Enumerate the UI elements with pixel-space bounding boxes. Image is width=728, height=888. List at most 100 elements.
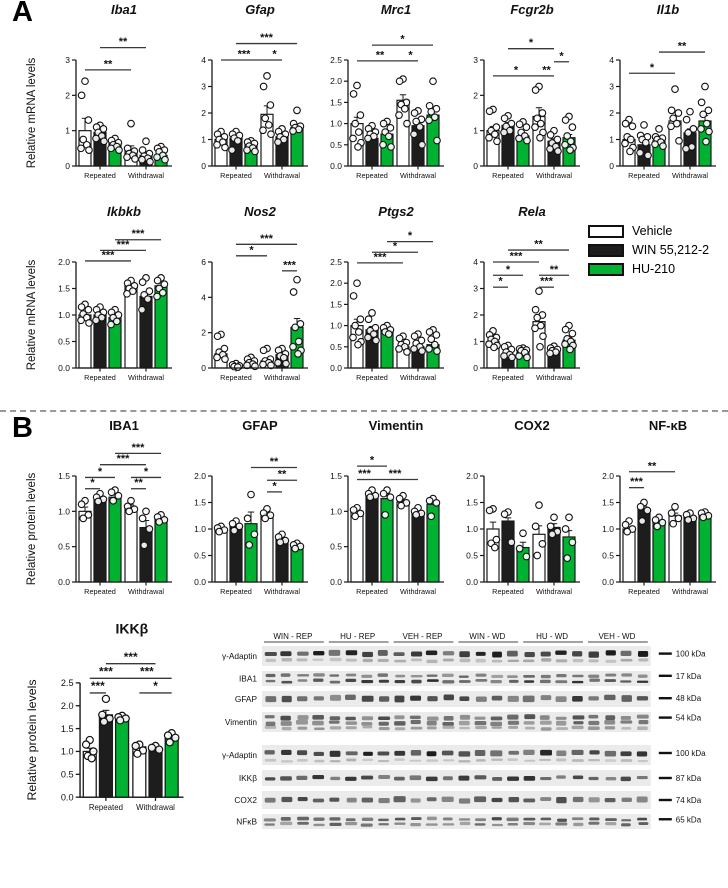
data-point <box>142 507 150 516</box>
y-tick-label: 1 <box>473 126 478 136</box>
y-tick-label: 1.5 <box>466 498 478 508</box>
blot-band <box>523 721 535 725</box>
blot-strip <box>262 646 651 666</box>
group-label: Repeated <box>356 587 388 596</box>
blot-band <box>314 759 325 763</box>
data-point <box>500 352 508 360</box>
data-point <box>523 353 531 362</box>
blot-band <box>588 720 600 726</box>
blot-band <box>540 749 552 756</box>
y-tick-label: 0.5 <box>58 542 70 552</box>
blot-band <box>458 818 471 821</box>
data-point <box>508 353 516 362</box>
blot-band <box>281 658 293 662</box>
blot-band <box>524 726 536 730</box>
blot-band <box>572 651 583 657</box>
blot-band <box>475 696 487 702</box>
blot-band <box>620 720 633 724</box>
blot-band <box>411 679 422 684</box>
sig-stars: *** <box>132 442 146 454</box>
data-point <box>427 335 436 344</box>
sig-stars: * <box>529 37 534 49</box>
blot-band <box>507 823 519 826</box>
data-point <box>221 143 229 152</box>
data-point <box>568 123 577 131</box>
data-point <box>276 538 285 547</box>
group-label: Withdrawal <box>536 171 572 180</box>
blot-band <box>409 715 421 719</box>
blot-band <box>508 725 519 729</box>
blot-band <box>345 821 358 826</box>
sig-stars: *** <box>140 665 154 679</box>
data-point <box>427 512 436 521</box>
blot-band <box>265 679 276 683</box>
data-point <box>519 529 527 538</box>
blot-band <box>394 715 405 720</box>
data-point <box>368 309 376 317</box>
chart-title: Iba1 <box>111 2 137 17</box>
data-point <box>351 119 360 128</box>
data-point <box>259 82 268 91</box>
blot-band <box>458 775 470 781</box>
sig-stars: * <box>249 244 254 256</box>
data-point <box>384 330 393 338</box>
blot-band <box>426 759 439 762</box>
blot-band <box>426 726 437 730</box>
data-point <box>84 305 93 314</box>
data-point <box>651 140 659 149</box>
blot-band <box>573 822 584 827</box>
data-point <box>77 303 86 311</box>
blot-band <box>588 821 600 825</box>
blot-band <box>475 818 487 822</box>
chart-title: Gfap <box>245 2 275 17</box>
bar <box>139 526 153 583</box>
blot-band <box>361 797 374 803</box>
blot-band <box>329 694 342 701</box>
bar <box>350 510 364 583</box>
data-point <box>561 116 570 124</box>
blot-band <box>265 721 276 726</box>
blot-band <box>394 695 405 703</box>
data-point <box>101 694 111 704</box>
blot-band <box>345 673 357 677</box>
data-point <box>490 343 498 352</box>
data-point <box>384 132 393 141</box>
data-point <box>79 135 88 144</box>
chart-title: GFAP <box>242 418 278 433</box>
data-point <box>131 741 140 751</box>
y-tick-label: 2.0 <box>602 471 614 481</box>
y-tick-label: 1.0 <box>58 506 70 516</box>
blot-band <box>425 823 438 826</box>
blot-band <box>441 796 454 802</box>
y-axis-label: Relative mRNA levels <box>26 259 38 370</box>
data-point <box>410 332 419 341</box>
blot-band <box>329 797 340 802</box>
blot-band <box>361 680 374 684</box>
blot-band <box>507 659 520 663</box>
blot-band <box>280 776 292 781</box>
blot-band <box>588 776 599 781</box>
blot-band <box>621 797 632 802</box>
blot-strip <box>262 712 651 732</box>
y-tick-label: 3 <box>473 284 478 294</box>
sig-stars: ** <box>534 239 543 251</box>
data-point <box>230 526 239 535</box>
blot-band <box>571 749 584 755</box>
data-point <box>410 109 419 117</box>
blot-band <box>314 727 325 730</box>
blot-strip <box>262 691 651 707</box>
blot-band <box>264 725 277 729</box>
blot-band <box>442 759 455 762</box>
blot-band <box>540 777 552 781</box>
blot-band <box>265 673 276 678</box>
data-point <box>147 743 156 752</box>
y-tick-label: 0.0 <box>466 577 478 587</box>
blot-band <box>506 650 518 657</box>
blot-band <box>281 760 293 763</box>
data-point <box>644 151 652 160</box>
blot-band <box>296 658 308 662</box>
group-label: Repeated <box>628 587 660 596</box>
blot-band <box>557 818 567 822</box>
group-label: Withdrawal <box>128 373 164 382</box>
data-point <box>561 340 569 348</box>
